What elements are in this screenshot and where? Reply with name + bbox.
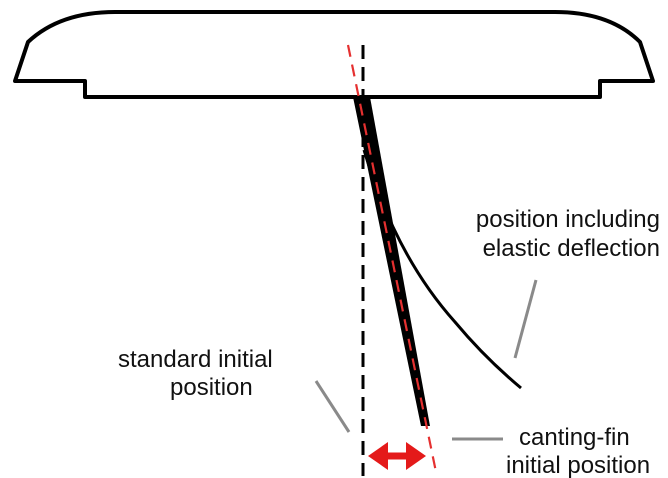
elastic-deflection-curve (362, 149, 522, 390)
elastic-label-line1: position including (476, 206, 660, 233)
canting-label-line2: initial position (506, 452, 650, 478)
standard-leader-line (314, 380, 351, 433)
canting-label-line1: canting-fin (519, 424, 630, 451)
offset-arrow (368, 442, 426, 470)
hull-outline (13, 10, 655, 99)
standard-label-line1: standard initial (118, 346, 273, 373)
canting-axis-line (346, 44, 438, 473)
elastic-leader-line (513, 279, 538, 359)
elastic-label-line2: elastic deflection (483, 235, 660, 262)
standard-label-line2: position (170, 374, 253, 401)
